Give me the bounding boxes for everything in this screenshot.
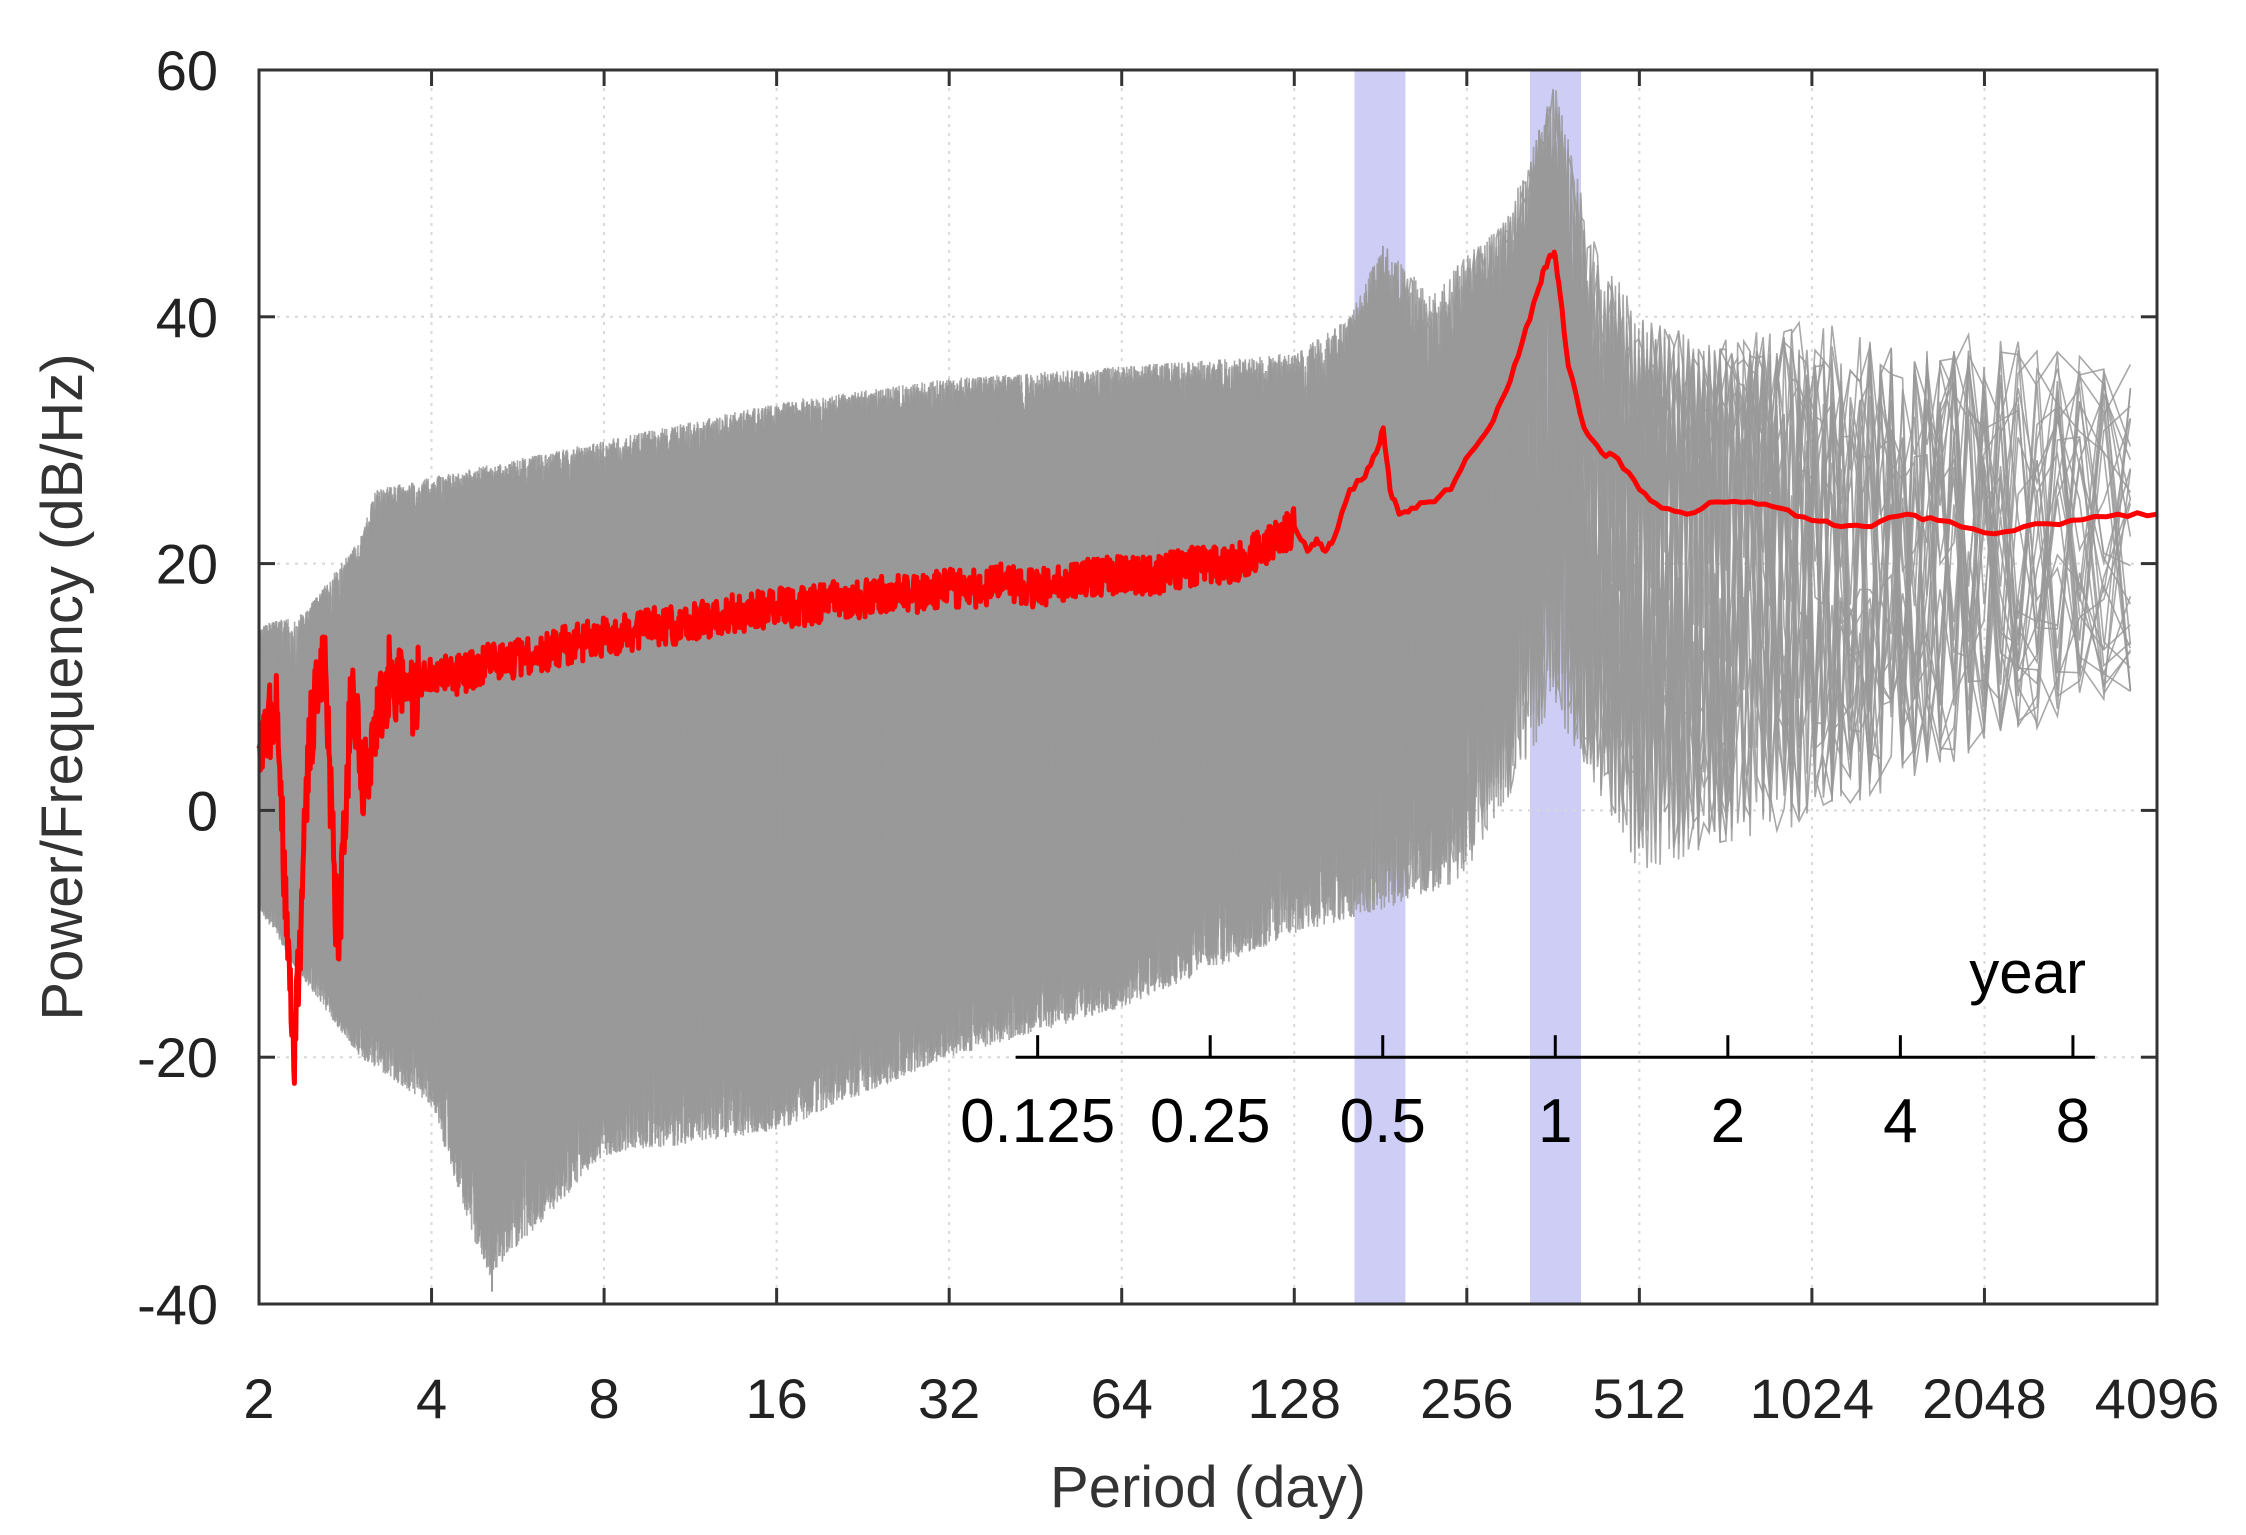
mean-spectrum [256, 249, 2158, 1086]
x-tick-label: 4096 [2095, 1367, 2220, 1430]
x-tick-label: 2048 [1922, 1367, 2047, 1430]
y-tick-label: 20 [156, 533, 218, 596]
x-tick-label: 128 [1248, 1367, 1341, 1430]
year-axis: 0.125 0.25 0.5 1 2 4 8 [960, 1035, 2095, 1156]
y-tick-label: -20 [137, 1026, 218, 1089]
year-axis-label: year [1969, 939, 2086, 1006]
year-tick-label: 0.125 [960, 1087, 1115, 1156]
year-tick-label: 4 [1883, 1087, 1917, 1156]
y-tick-label: 60 [156, 39, 218, 102]
x-tick-label: 256 [1420, 1367, 1513, 1430]
plot-frame [257, 68, 2159, 1306]
x-tick-label: 2 [243, 1367, 274, 1430]
individual-spectra [258, 88, 2132, 1292]
x-tick-label: 8 [589, 1367, 620, 1430]
year-tick-label: 8 [2056, 1087, 2090, 1156]
plot-border [257, 68, 2159, 1306]
year-tick-label: 0.25 [1150, 1087, 1271, 1156]
x-tick-label: 64 [1091, 1367, 1153, 1430]
y-tick-label: -40 [137, 1273, 218, 1336]
x-tick-label: 512 [1593, 1367, 1686, 1430]
year-tick-label: 0.5 [1340, 1087, 1426, 1156]
year-tick-label: 2 [1711, 1087, 1745, 1156]
x-tick-label: 16 [745, 1367, 807, 1430]
x-axis-title: Period (day) [1050, 1455, 1366, 1520]
year-tick-label: 1 [1538, 1087, 1572, 1156]
spectrum-line [258, 166, 2132, 1218]
mean-spectrum-line [256, 249, 2158, 1086]
x-axis-ticks: 2 4 8 16 32 64 128 256 512 1024 2048 4096 [243, 70, 2219, 1430]
y-tick-label: 0 [187, 779, 218, 842]
x-tick-label: 4 [416, 1367, 447, 1430]
y-axis-title: Power/Frequency (dB/Hz) [30, 353, 95, 1020]
y-axis-ticks: -40 -20 0 20 40 60 [137, 39, 2157, 1336]
x-tick-label: 32 [918, 1367, 980, 1430]
x-tick-label: 1024 [1750, 1367, 1875, 1430]
y-tick-label: 40 [156, 286, 218, 349]
